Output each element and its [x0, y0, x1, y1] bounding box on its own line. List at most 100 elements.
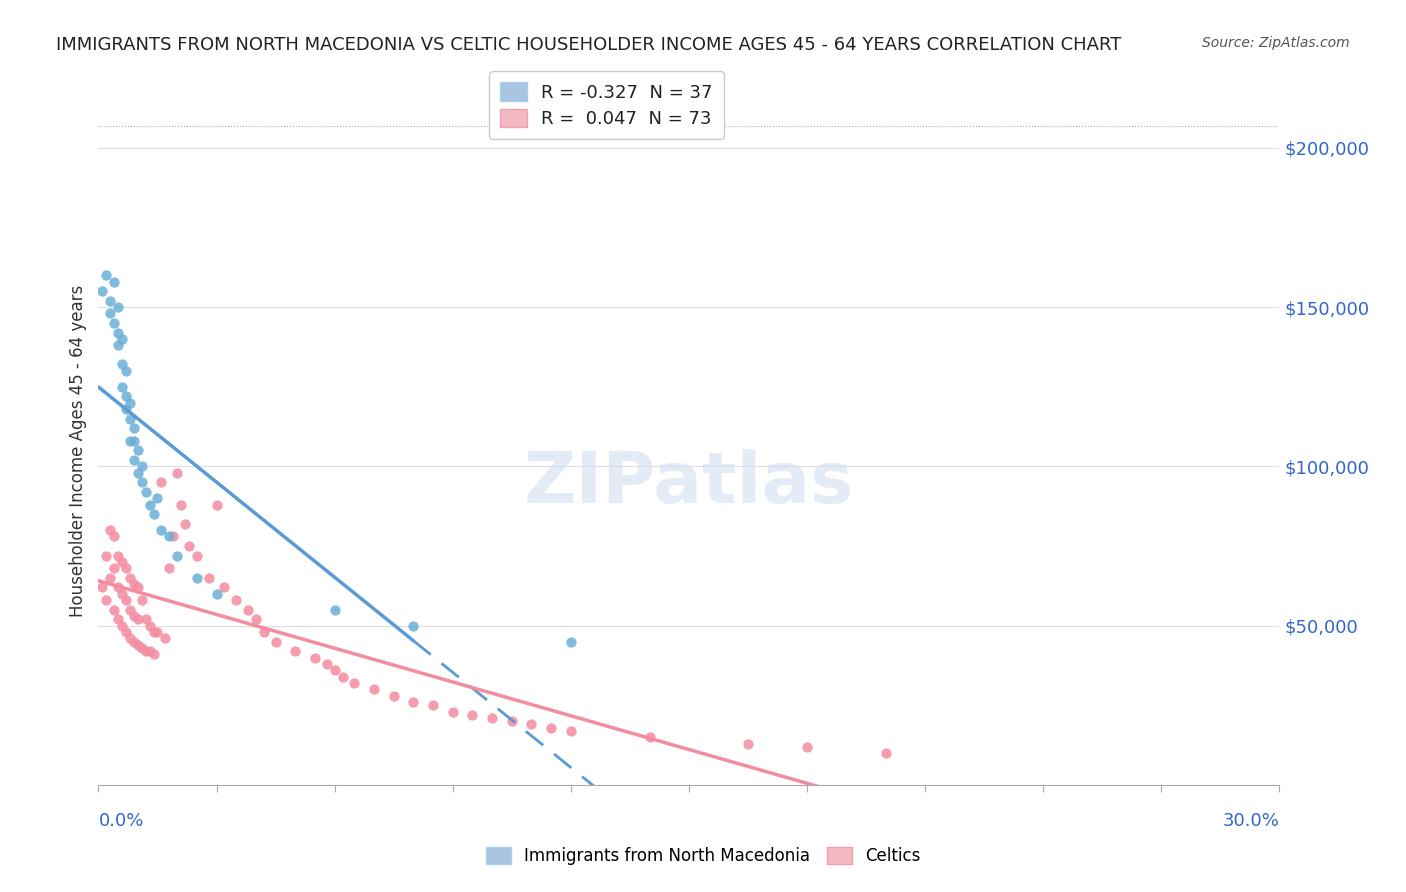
Point — [96, 268, 118, 283]
Text: IMMIGRANTS FROM NORTH MACEDONIA VS CELTIC HOUSEHOLDER INCOME AGES 45 - 64 YEARS : IMMIGRANTS FROM NORTH MACEDONIA VS CELTI… — [56, 36, 1122, 54]
Point — [131, 475, 153, 490]
Point — [107, 612, 129, 626]
Text: ZIPatlas: ZIPatlas — [524, 450, 853, 518]
Point — [122, 634, 145, 648]
Point — [122, 434, 145, 448]
Point — [284, 644, 307, 658]
Point — [236, 603, 259, 617]
Point — [118, 395, 141, 409]
Point — [560, 723, 582, 738]
Point — [142, 625, 165, 640]
Point — [115, 593, 138, 607]
Point — [501, 714, 523, 729]
Legend: Immigrants from North Macedonia, Celtics: Immigrants from North Macedonia, Celtics — [475, 837, 931, 875]
Point — [323, 663, 346, 677]
Text: Source: ZipAtlas.com: Source: ZipAtlas.com — [1202, 36, 1350, 50]
Point — [118, 603, 141, 617]
Point — [138, 644, 160, 658]
Point — [122, 609, 145, 624]
Point — [157, 561, 180, 575]
Point — [205, 587, 228, 601]
Point — [127, 581, 149, 595]
Point — [402, 618, 425, 632]
Point — [481, 711, 503, 725]
Point — [115, 625, 138, 640]
Point — [245, 612, 267, 626]
Point — [441, 705, 464, 719]
Point — [186, 571, 208, 585]
Point — [131, 640, 153, 655]
Point — [115, 402, 138, 417]
Point — [111, 358, 134, 372]
Point — [107, 326, 129, 340]
Point — [131, 459, 153, 474]
Point — [111, 380, 134, 394]
Point — [98, 306, 121, 320]
Point — [142, 507, 165, 521]
Point — [115, 364, 138, 378]
Point — [115, 561, 138, 575]
Point — [638, 730, 661, 744]
Y-axis label: Householder Income Ages 45 - 64 years: Householder Income Ages 45 - 64 years — [69, 285, 87, 616]
Point — [118, 571, 141, 585]
Point — [118, 411, 141, 425]
Point — [174, 516, 197, 531]
Point — [107, 549, 129, 563]
Point — [122, 577, 145, 591]
Point — [162, 529, 184, 543]
Point — [118, 434, 141, 448]
Point — [107, 581, 129, 595]
Point — [127, 443, 149, 458]
Point — [98, 571, 121, 585]
Point — [127, 612, 149, 626]
Point — [343, 676, 366, 690]
Point — [796, 739, 818, 754]
Point — [103, 603, 125, 617]
Point — [170, 498, 193, 512]
Point — [111, 332, 134, 346]
Point — [96, 549, 118, 563]
Point — [103, 275, 125, 289]
Point — [135, 484, 157, 499]
Point — [166, 466, 188, 480]
Point — [304, 650, 326, 665]
Point — [138, 498, 160, 512]
Point — [540, 721, 562, 735]
Point — [98, 523, 121, 537]
Point — [127, 638, 149, 652]
Point — [107, 338, 129, 352]
Point — [103, 316, 125, 330]
Point — [155, 632, 177, 646]
Point — [205, 498, 228, 512]
Legend: R = -0.327  N = 37, R =  0.047  N = 73: R = -0.327 N = 37, R = 0.047 N = 73 — [489, 71, 724, 139]
Point — [422, 698, 444, 713]
Point — [146, 491, 169, 506]
Point — [157, 529, 180, 543]
Point — [166, 549, 188, 563]
Point — [186, 549, 208, 563]
Point — [461, 707, 484, 722]
Point — [225, 593, 247, 607]
Point — [98, 293, 121, 308]
Point — [560, 634, 582, 648]
Point — [91, 284, 114, 298]
Point — [138, 618, 160, 632]
Point — [142, 648, 165, 662]
Point — [520, 717, 543, 731]
Point — [107, 300, 129, 314]
Point — [103, 561, 125, 575]
Point — [115, 389, 138, 403]
Point — [118, 632, 141, 646]
Point — [875, 746, 897, 760]
Point — [127, 466, 149, 480]
Point — [264, 634, 287, 648]
Point — [111, 587, 134, 601]
Point — [122, 421, 145, 435]
Point — [315, 657, 337, 671]
Point — [103, 529, 125, 543]
Point — [253, 625, 276, 640]
Text: 0.0%: 0.0% — [98, 812, 143, 830]
Point — [146, 625, 169, 640]
Point — [150, 475, 173, 490]
Point — [737, 737, 759, 751]
